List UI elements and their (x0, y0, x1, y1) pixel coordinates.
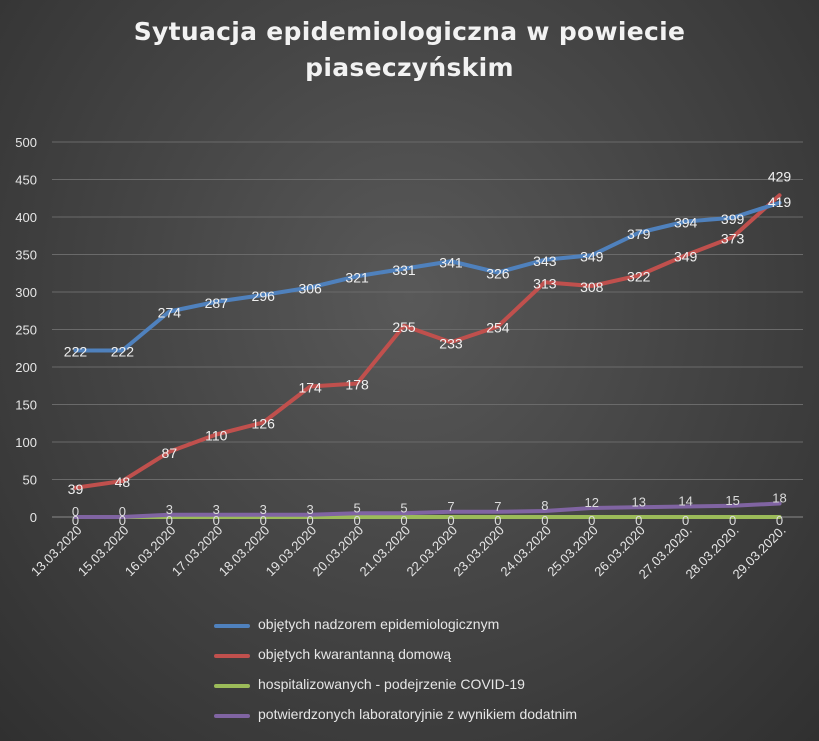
data-label-series-1: 419 (768, 194, 792, 210)
data-label-series-4: 14 (678, 494, 692, 509)
data-label-series-1: 222 (64, 344, 88, 360)
data-label-series-4: 13 (631, 494, 645, 509)
data-label-series-2: 373 (721, 230, 745, 246)
legend-swatch-series-2 (214, 654, 250, 658)
chart-title-line-1: Sytuacja epidemiologiczna w powiecie (133, 17, 686, 46)
data-label-series-1: 394 (674, 215, 698, 231)
data-label-series-2: 126 (252, 416, 276, 432)
legend-swatch-series-1 (214, 624, 250, 628)
data-label-series-2: 254 (486, 320, 510, 336)
data-label-series-1: 321 (345, 269, 369, 285)
data-label-series-1: 306 (298, 281, 322, 297)
y-tick-label: 100 (15, 435, 37, 450)
data-label-series-2: 313 (533, 275, 557, 291)
data-label-series-1: 343 (533, 253, 557, 269)
data-label-series-4: 5 (353, 500, 360, 515)
legend-label-series-3: hospitalizowanych - podejrzenie COVID-19 (258, 676, 525, 692)
data-label-series-4: 0 (72, 504, 79, 519)
data-label-series-3: 0 (635, 513, 642, 528)
data-label-series-1: 326 (486, 266, 510, 282)
data-label-series-3: 0 (260, 513, 267, 528)
data-label-series-2: 233 (439, 335, 463, 351)
data-label-series-2: 39 (68, 481, 84, 497)
data-label-series-3: 0 (400, 513, 407, 528)
data-label-series-4: 3 (260, 502, 267, 517)
chart-title-line-2: piaseczyńskim (305, 53, 514, 82)
y-tick-label: 250 (15, 323, 37, 338)
legend: objętych nadzorem epidemiologicznym obję… (214, 612, 774, 732)
data-label-series-3: 0 (166, 513, 173, 528)
data-label-series-1: 349 (580, 248, 604, 264)
data-label-series-4: 3 (166, 502, 173, 517)
y-tick-label: 0 (30, 510, 37, 525)
data-label-series-1: 296 (252, 288, 276, 304)
legend-swatch-series-4 (214, 714, 250, 718)
data-label-series-3: 0 (72, 513, 79, 528)
data-label-series-3: 0 (776, 513, 783, 528)
data-label-series-2: 174 (298, 380, 322, 396)
data-label-series-1: 287 (205, 295, 229, 311)
data-label-series-4: 18 (772, 491, 786, 506)
data-label-series-1: 274 (158, 305, 182, 321)
y-tick-label: 500 (15, 135, 37, 150)
series-line-4 (73, 501, 782, 519)
data-label-series-4: 3 (307, 502, 314, 517)
data-label-series-3: 0 (494, 513, 501, 528)
data-label-series-2: 349 (674, 248, 698, 264)
series-line-2 (73, 193, 782, 490)
data-label-series-4: 5 (400, 500, 407, 515)
y-tick-label: 400 (15, 210, 37, 225)
data-label-series-3: 0 (729, 513, 736, 528)
data-label-series-4: 0 (119, 504, 126, 519)
data-label-series-3: 0 (119, 513, 126, 528)
data-label-series-4: 12 (585, 495, 599, 510)
data-label-series-4: 7 (494, 499, 501, 514)
data-label-series-2: 110 (205, 428, 228, 444)
y-tick-label: 300 (15, 285, 37, 300)
data-label-series-2: 178 (345, 377, 369, 393)
data-label-series-1: 341 (439, 254, 463, 270)
data-label-series-1: 379 (627, 226, 651, 242)
y-tick-label: 450 (15, 173, 37, 188)
legend-item-series-3: hospitalizowanych - podejrzenie COVID-19 (214, 672, 774, 702)
legend-item-series-2: objętych kwarantanną domową (214, 642, 774, 672)
data-label-series-2: 322 (627, 269, 651, 285)
data-label-series-1: 331 (392, 262, 416, 278)
series-line-1 (73, 200, 782, 353)
legend-label-series-2: objętych kwarantanną domową (258, 646, 452, 662)
data-label-series-4: 8 (541, 498, 548, 513)
legend-label-series-1: objętych nadzorem epidemiologicznym (258, 616, 500, 632)
legend-item-series-4: potwierdzonych laboratoryjnie z wynikiem… (214, 702, 774, 732)
data-label-series-3: 0 (307, 513, 314, 528)
data-label-series-3: 0 (447, 513, 454, 528)
data-label-series-3: 0 (353, 513, 360, 528)
data-label-series-1: 222 (111, 344, 135, 360)
legend-swatch-series-3 (214, 684, 250, 688)
legend-label-series-4: potwierdzonych laboratoryjnie z wynikiem… (258, 706, 578, 722)
data-label-series-4: 7 (447, 499, 454, 514)
data-label-series-3: 0 (588, 513, 595, 528)
y-tick-label: 50 (23, 473, 37, 488)
data-label-series-4: 15 (725, 493, 739, 508)
y-tick-label: 200 (15, 360, 37, 375)
data-label-series-1: 399 (721, 211, 745, 227)
data-label-series-2: 308 (580, 279, 604, 295)
data-label-series-3: 0 (213, 513, 220, 528)
y-tick-label: 150 (15, 398, 37, 413)
data-label-series-4: 3 (213, 502, 220, 517)
data-label-series-3: 0 (541, 513, 548, 528)
data-label-series-2: 87 (162, 445, 178, 461)
data-label-series-2: 429 (768, 168, 792, 184)
legend-item-series-1: objętych nadzorem epidemiologicznym (214, 612, 774, 642)
y-tick-label: 350 (15, 248, 37, 263)
data-label-series-3: 0 (682, 513, 689, 528)
data-label-series-2: 255 (392, 319, 416, 335)
chart-title: Sytuacja epidemiologiczna w powiecie pia… (0, 14, 819, 86)
data-label-series-2: 48 (115, 474, 131, 490)
